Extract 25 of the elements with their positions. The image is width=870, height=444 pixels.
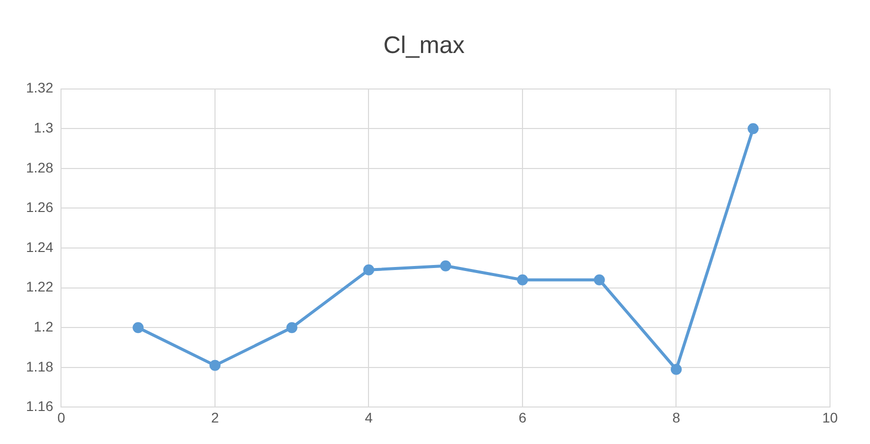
- y-tick-label: 1.26: [26, 199, 54, 216]
- x-tick-label: 2: [211, 409, 220, 426]
- chart-title: Cl_max: [383, 32, 465, 60]
- y-tick-label: 1.32: [26, 80, 54, 96]
- x-tick-label: 4: [364, 409, 373, 426]
- y-tick-label: 1.18: [26, 358, 54, 374]
- point: [517, 274, 528, 286]
- point: [286, 322, 298, 334]
- point: [363, 264, 374, 276]
- y-tick-label: 1.22: [26, 278, 54, 295]
- point: [440, 260, 452, 272]
- x-tick-label: 0: [57, 409, 66, 426]
- y-tick-label: 1.24: [26, 238, 54, 255]
- x-tick-label: 6: [518, 409, 527, 426]
- point: [594, 274, 605, 286]
- y-tick-label: 1.28: [26, 159, 54, 176]
- y-tick-label: 1.3: [34, 119, 54, 136]
- point: [210, 360, 220, 371]
- point: [670, 364, 682, 375]
- x-tick-label: 10: [822, 409, 838, 426]
- x-tick-label: 8: [672, 409, 680, 426]
- point: [132, 322, 144, 334]
- y-tick-label: 1.16: [26, 398, 54, 414]
- point: [748, 123, 759, 134]
- y-tick-label: 1.2: [34, 318, 54, 334]
